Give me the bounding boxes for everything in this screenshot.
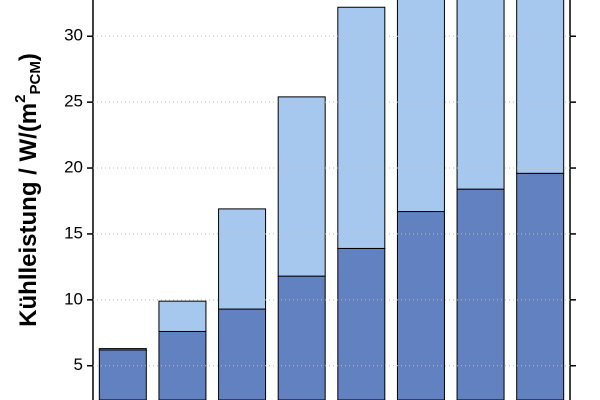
y-axis-label-end: ) <box>15 53 42 61</box>
y-axis-label-text: Kühlleistung / W/(m <box>15 103 42 327</box>
y-axis-label: Kühlleistung / W/(m2PCM) <box>12 53 44 327</box>
bar-segment <box>277 96 326 277</box>
y-axis-label-sub: PCM <box>27 61 44 94</box>
bar-segment <box>337 247 386 400</box>
bar-segment <box>218 208 267 310</box>
bar-segment <box>158 330 207 400</box>
y-axis-label-sup: 2 <box>12 95 29 103</box>
bar-segment <box>277 275 326 400</box>
bar-segment <box>337 6 386 249</box>
bar-segment <box>516 172 565 400</box>
bars <box>98 0 565 400</box>
bar-segment <box>98 348 147 351</box>
bar-segment <box>396 0 445 213</box>
bar-segment <box>456 0 505 190</box>
y-tick-label: 15 <box>64 223 83 242</box>
y-tick-label: 5 <box>74 355 83 374</box>
bar-segment <box>158 300 207 332</box>
bar-segment <box>218 308 267 400</box>
y-tick-label: 30 <box>64 26 83 45</box>
bar-segment <box>456 188 505 400</box>
bar-segment <box>516 0 565 174</box>
bar-segment <box>396 211 445 400</box>
y-tick-label: 10 <box>64 289 83 308</box>
bar-segment <box>98 349 147 400</box>
y-tick-label: 20 <box>64 158 83 177</box>
y-tick-label: 25 <box>64 92 83 111</box>
